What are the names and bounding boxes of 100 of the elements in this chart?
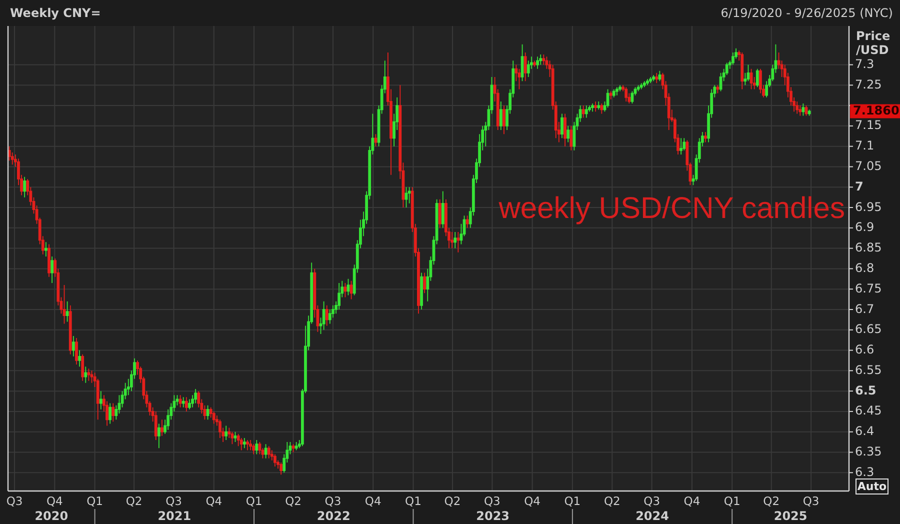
candlestick	[438, 198, 442, 228]
candlestick	[640, 82, 643, 90]
text: 2022	[316, 509, 350, 524]
x-tick-label: Q3	[6, 494, 23, 508]
x-tick-label: Q4	[364, 494, 382, 508]
y-tick-label: 7.3	[855, 57, 874, 72]
annotation: weekly USD/CNY candles	[498, 192, 845, 225]
candlestick	[75, 338, 78, 366]
candlestick	[658, 70, 662, 82]
candlestick	[264, 444, 268, 459]
candlestick	[240, 438, 243, 451]
candlestick	[615, 86, 618, 96]
candlestick	[594, 101, 598, 112]
candlestick	[652, 74, 656, 82]
x-tick-label: Q3	[802, 494, 820, 508]
candlestick	[81, 354, 84, 382]
candlestick	[539, 54, 542, 66]
x-tick-label: Q4	[684, 494, 700, 508]
candlestick	[188, 398, 191, 410]
candlestick	[466, 215, 469, 228]
candlestick	[597, 101, 600, 110]
x-tick-label: Q3	[644, 494, 660, 508]
x-tick-label: Q2	[285, 494, 302, 508]
candlestick	[72, 336, 75, 357]
candlestick	[154, 411, 158, 440]
candlestick	[274, 454, 276, 467]
candlestick	[108, 402, 112, 424]
y-tick-label: 6.55	[855, 362, 882, 377]
candlestick	[609, 90, 612, 100]
text: 2021	[158, 509, 192, 524]
x-tick-label: Q4	[524, 494, 541, 508]
candlestick	[630, 90, 634, 104]
candlestick	[160, 419, 164, 436]
candlestick	[322, 300, 326, 330]
y-tick-label: 6.5	[855, 383, 876, 398]
candlestick	[328, 309, 332, 324]
y-axis-title: Price /USD	[856, 29, 890, 57]
y-tick-label: 7.25	[855, 77, 882, 92]
x-tick-label: Q3	[484, 494, 500, 508]
candlestick	[499, 101, 502, 130]
candlestick	[50, 256, 54, 284]
x-tick-label: Q2	[444, 494, 461, 508]
y-tick-label: 6.75	[855, 281, 882, 296]
candlestick	[646, 78, 649, 86]
candlestick	[62, 284, 66, 324]
x-tick-label: Q1	[246, 494, 262, 508]
chart-subtitle: 6/19/2020 - 9/26/2025 (NYC)	[720, 6, 893, 20]
candlestick	[44, 242, 48, 257]
candlestick	[584, 105, 588, 118]
candlestick	[582, 105, 585, 118]
candlestick	[732, 52, 734, 66]
candlestick	[716, 84, 720, 94]
x-tick-label: Q2	[126, 494, 142, 508]
candlestick	[48, 244, 50, 278]
candlestick	[533, 60, 536, 68]
candlestick	[591, 103, 594, 112]
x-tick-label: Q1	[564, 494, 581, 508]
candlestick	[618, 84, 622, 92]
candlestick	[344, 282, 347, 298]
y-tick-label: 7	[855, 179, 864, 194]
candlestick	[8, 146, 11, 162]
candlestick	[456, 232, 460, 253]
text: 2020	[34, 509, 68, 524]
candlestick	[66, 300, 69, 322]
candlestick	[184, 396, 188, 412]
candlestick	[612, 88, 616, 98]
candlestick	[566, 125, 570, 143]
candlestick	[255, 440, 258, 455]
candlestick	[526, 60, 530, 78]
candlestick	[234, 431, 237, 443]
candlestick	[649, 76, 652, 84]
candlestick	[441, 190, 444, 228]
candlestick	[68, 304, 72, 355]
candlestick	[570, 125, 573, 151]
y-tick-label: 6.6	[855, 342, 874, 357]
candlestick	[23, 176, 26, 198]
candlestick	[704, 132, 707, 143]
candlestick	[682, 138, 686, 151]
candlestick	[636, 84, 640, 92]
y-tick-label: 6.3	[855, 464, 874, 479]
y-tick-label: 6.4	[855, 424, 874, 438]
candlestick	[267, 446, 270, 459]
y-tick-label: 6.35	[855, 444, 882, 459]
y-tick-label: 7.05	[855, 159, 882, 174]
candlestick	[112, 402, 115, 422]
candlestick	[564, 113, 566, 147]
candlestick	[246, 440, 249, 451]
y-tick-label: 6.8	[855, 260, 874, 275]
y-tick-label: 6.65	[855, 322, 882, 336]
y-tick-label: 7.1	[855, 138, 874, 153]
candlestick	[84, 366, 88, 384]
candlestick	[218, 419, 222, 438]
candlestick	[624, 86, 628, 102]
candlestick	[420, 272, 423, 310]
y-tick-label: 6.95	[855, 200, 882, 214]
candlestick	[242, 438, 246, 449]
candlestick	[808, 109, 811, 116]
candlestick	[740, 52, 744, 90]
candlestick	[798, 105, 802, 116]
candlestick	[249, 440, 252, 451]
